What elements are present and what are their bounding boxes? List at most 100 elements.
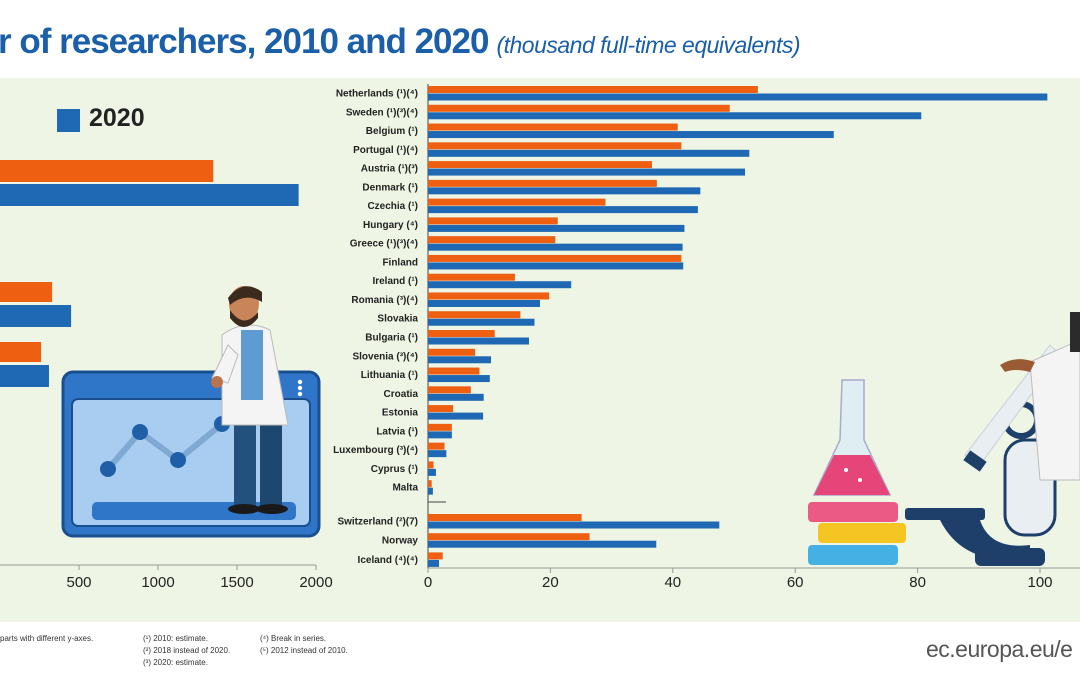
- category-label-6: Czechia (¹): [367, 201, 418, 212]
- bar-2020-24: [428, 559, 440, 567]
- bar-2020-23: [428, 540, 657, 548]
- category-label-10: Ireland (¹): [372, 276, 418, 287]
- footnote-2: (²) 2018 instead of 2020.: [143, 646, 231, 655]
- bar-2010-23: [428, 533, 590, 541]
- category-label-18: Latvia (¹): [376, 426, 418, 437]
- category-label-16: Croatia: [384, 389, 419, 400]
- category-label-7: Hungary (⁴): [363, 220, 418, 231]
- category-label-5: Denmark (¹): [362, 182, 418, 193]
- bar-2020-16: [428, 393, 484, 401]
- bar-2010-9: [428, 254, 682, 262]
- bar-2020-11: [428, 299, 540, 307]
- category-label-19: Luxembourg (³)(⁴): [333, 445, 418, 456]
- bar-2010-2: [428, 123, 678, 131]
- footnote-5: (⁵) 2012 instead of 2010.: [260, 646, 348, 655]
- category-label-3: Portugal (¹)(⁴): [353, 145, 418, 156]
- bar-2020-7: [428, 224, 685, 232]
- bar-2020-8: [428, 243, 683, 251]
- bar-2020-1: [428, 112, 922, 120]
- bar-2020-6: [428, 206, 698, 214]
- category-label-11: Romania (³)(⁴): [351, 295, 418, 306]
- bar-2010-22: [428, 514, 582, 521]
- bar-2010-0: [428, 86, 758, 93]
- bar-2010-15: [428, 367, 480, 375]
- bar-2020-17: [428, 412, 484, 420]
- microscope-illustration: [905, 312, 1080, 566]
- category-label-13: Bulgaria (¹): [365, 333, 418, 344]
- bar-2020-20: [428, 468, 436, 476]
- left-bar-2020-2: [0, 365, 49, 387]
- right-tick-label-60: 60: [787, 574, 804, 591]
- category-label-15: Lithuania (¹): [361, 370, 418, 381]
- category-label-9: Finland: [382, 257, 418, 268]
- bar-2010-13: [428, 330, 495, 338]
- left-bar-2010-1: [0, 282, 53, 302]
- left-bar-2010-0: [0, 160, 214, 182]
- bar-2010-21: [428, 480, 432, 488]
- title-banner: r of researchers, 2010 and 2020 (thousand…: [0, 0, 1080, 78]
- left-bar-2010-2: [0, 342, 42, 362]
- right-bars: [428, 86, 1048, 567]
- bar-2020-10: [428, 281, 572, 289]
- left-bar-2020-1: [0, 305, 72, 327]
- bar-2010-5: [428, 179, 657, 187]
- bar-2020-19: [428, 450, 447, 458]
- footnote-1: (¹) 2010: estimate.: [143, 634, 208, 643]
- bar-2010-8: [428, 236, 556, 244]
- bar-2010-7: [428, 217, 558, 225]
- category-label-20: Cyprus (¹): [371, 464, 418, 475]
- category-label-23: Norway: [382, 536, 419, 547]
- title-main: r of researchers, 2010 and 2020: [0, 22, 489, 61]
- left-bars: [0, 160, 299, 387]
- chart-title: r of researchers, 2010 and 2020 (thousand…: [0, 22, 801, 62]
- bar-2020-14: [428, 356, 492, 364]
- left-tick-label-2000: 2000: [299, 574, 332, 591]
- bar-2010-12: [428, 311, 521, 319]
- researcher-illustration: [211, 286, 289, 514]
- flask-illustration: [808, 379, 906, 565]
- bar-2020-3: [428, 149, 750, 157]
- bar-2020-4: [428, 168, 746, 176]
- category-label-22: Switzerland (²)(7): [337, 517, 418, 528]
- category-label-21: Malta: [392, 483, 418, 494]
- title-subtitle: (thousand full-time equivalents): [496, 32, 801, 58]
- right-tick-label-100: 100: [1027, 574, 1052, 591]
- bar-2020-9: [428, 262, 684, 270]
- source-url: ec.europa.eu/e: [926, 636, 1073, 662]
- right-tick-label-40: 40: [664, 574, 681, 591]
- right-tick-label-20: 20: [542, 574, 559, 591]
- bar-2020-2: [428, 131, 834, 139]
- right-tick-label-80: 80: [909, 574, 926, 591]
- bar-2010-14: [428, 348, 476, 356]
- bar-2010-17: [428, 405, 454, 413]
- bar-2020-15: [428, 375, 490, 383]
- category-label-24: Iceland (⁴)(⁴): [358, 555, 418, 566]
- bar-2020-0: [428, 93, 1048, 101]
- left-tick-label-500: 500: [66, 574, 91, 591]
- left-ticks: 500 1000 1500 2000: [66, 565, 333, 591]
- bar-2020-13: [428, 337, 529, 345]
- right-ticks: 0 20 40 60 80 100: [424, 568, 1053, 591]
- bar-2020-5: [428, 187, 701, 195]
- footnote-3: (³) 2020: estimate.: [143, 658, 208, 667]
- bar-2010-1: [428, 104, 730, 112]
- bar-2010-20: [428, 461, 434, 469]
- category-label-14: Slovenia (³)(⁴): [352, 351, 418, 362]
- left-tick-label-1000: 1000: [141, 574, 174, 591]
- bar-2010-11: [428, 292, 550, 300]
- left-tick-label-1500: 1500: [220, 574, 253, 591]
- bar-2010-6: [428, 198, 606, 206]
- legend-swatch-2020: [57, 109, 80, 132]
- category-label-17: Estonia: [382, 408, 419, 419]
- bar-2010-4: [428, 161, 652, 169]
- footer: [0, 622, 1080, 675]
- bar-2020-22: [428, 521, 720, 529]
- bar-2020-12: [428, 318, 535, 326]
- bar-2010-24: [428, 552, 443, 560]
- left-bar-2020-0: [0, 184, 299, 206]
- bar-2010-3: [428, 142, 682, 150]
- footnote-note: parts with different y-axes.: [0, 634, 94, 643]
- category-label-4: Austria (¹)(³): [361, 164, 418, 175]
- bar-2010-16: [428, 386, 471, 394]
